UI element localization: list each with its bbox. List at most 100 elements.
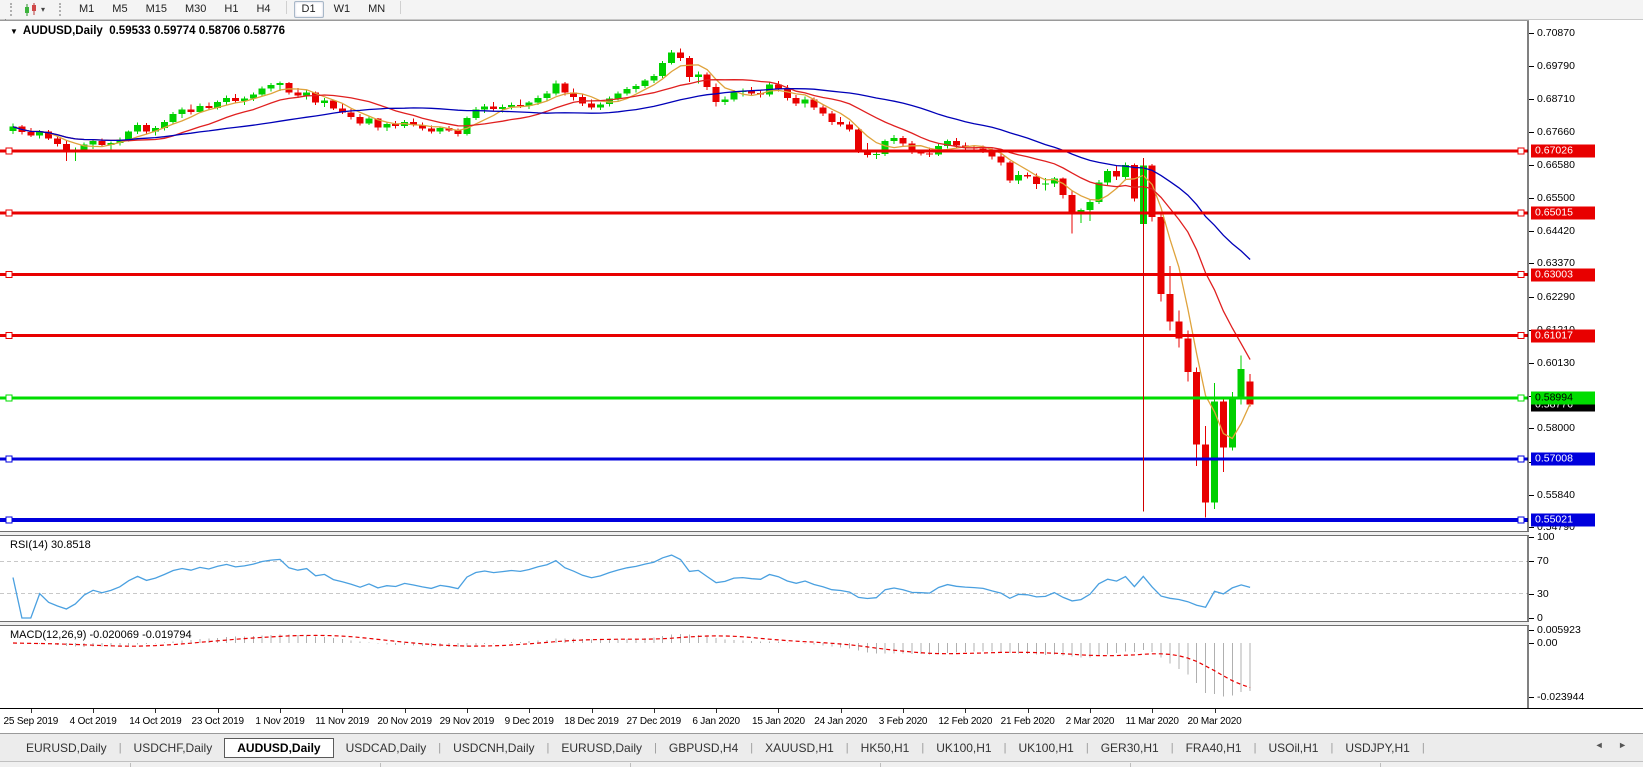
axis-tick — [1529, 537, 1534, 538]
price-tick-label: 0.63370 — [1537, 257, 1575, 270]
date-tick-label: 23 Oct 2019 — [191, 716, 244, 727]
chart-tab-gbpusd-h4[interactable]: GBPUSD,H4 — [668, 740, 739, 755]
rsi-tick-label: 70 — [1537, 555, 1549, 568]
chart-ohlc-values: 0.59533 0.59774 0.58706 0.58776 — [109, 25, 286, 37]
horizontal-scrollbar[interactable] — [0, 761, 1643, 767]
symbol-dropdown-icon[interactable]: ▼ — [10, 27, 18, 36]
timeframe-button-m1[interactable]: M1 — [79, 3, 95, 15]
price-tick-label: 0.69790 — [1537, 60, 1575, 73]
macd-canvas[interactable] — [0, 626, 1529, 708]
timeframe-button-m30[interactable]: M30 — [184, 3, 207, 15]
line-handle-icon — [1517, 147, 1525, 155]
axis-tick — [1529, 561, 1534, 563]
timeframe-button-h1[interactable]: H1 — [224, 3, 239, 15]
panel-splitter-macd[interactable] — [0, 621, 1643, 626]
timeframe-buttons: M1 M5 M15 M30 H1 H4 D1 W1 MN — [70, 1, 407, 18]
axis-tick — [1529, 618, 1534, 619]
chart-tab-uk100-h1[interactable]: UK100,H1 — [936, 740, 992, 755]
price-tick-label: 0.66580 — [1537, 158, 1575, 171]
toolbar-grip[interactable] — [10, 3, 15, 16]
tab-separator: | — [118, 741, 122, 754]
rsi-canvas[interactable] — [0, 536, 1529, 621]
chart-tab-hk50-h1[interactable]: HK50,H1 — [860, 740, 910, 755]
axis-tick — [1529, 526, 1534, 528]
chart-tab-usdcnh-daily[interactable]: USDCNH,Daily — [453, 740, 535, 755]
line-handle-icon — [1517, 209, 1525, 217]
macd-panel[interactable] — [0, 626, 1529, 708]
chart-title: ▼ AUDUSD,Daily 0.59533 0.59774 0.58706 0.… — [10, 25, 285, 37]
timeframe-button-mn[interactable]: MN — [368, 3, 386, 15]
date-axis[interactable]: 25 Sep 2019 4 Oct 2019 14 Oct 2019 23 Oct 2… — [0, 708, 1643, 733]
date-tick-label: 20 Mar 2020 — [1187, 716, 1242, 727]
axis-tick — [1529, 33, 1534, 34]
line-handle-icon — [5, 147, 13, 155]
date-tick — [1214, 709, 1216, 713]
tab-separator: | — [1330, 741, 1334, 754]
axis-tick — [1529, 131, 1534, 133]
scrollbar-notch — [380, 763, 381, 767]
timeframe-button-m15[interactable]: M15 — [145, 3, 167, 15]
timeframe-button-w1[interactable]: W1 — [333, 3, 351, 15]
rsi-indicator-label: RSI(14) 30.8518 — [10, 539, 91, 551]
line-handle-icon — [1517, 271, 1525, 279]
price-tick-label: 0.65500 — [1537, 191, 1575, 204]
rsi-panel[interactable] — [0, 536, 1529, 621]
price-tick-label: 0.67660 — [1537, 125, 1575, 138]
date-tick — [840, 709, 842, 713]
line-handle-icon — [1517, 332, 1525, 340]
macd-tick-label: -0.023944 — [1537, 690, 1585, 703]
axis-tick — [1529, 164, 1534, 166]
moving-average-30 — [12, 88, 1251, 260]
chart-tab-eurusd-daily[interactable]: EURUSD,Daily — [26, 740, 107, 755]
chart-tab-audusd-daily[interactable]: AUDUSD,Daily — [224, 737, 334, 758]
level-price-badge: 0.63003 — [1531, 268, 1595, 282]
price-chart-panel[interactable] — [0, 20, 1529, 531]
chart-tab-uk100-h1[interactable]: UK100,H1 — [1018, 740, 1074, 755]
date-tick-label: 18 Dec 2019 — [564, 716, 619, 727]
chart-tab-eurusd-daily[interactable]: EURUSD,Daily — [561, 740, 643, 755]
date-tick-label: 3 Feb 2020 — [878, 716, 928, 727]
tab-separator: | — [1421, 741, 1425, 754]
chart-tab-usdchf-daily[interactable]: USDCHF,Daily — [133, 740, 213, 755]
price-axis[interactable]: 0.70870 0.69790 0.68710 0.67660 0.66580 0.655… — [1529, 20, 1643, 708]
panel-splitter-rsi[interactable] — [0, 531, 1643, 536]
chart-tab-usoil-h1[interactable]: USOil,H1 — [1268, 740, 1319, 755]
chart-type-dropdown-caret-icon[interactable]: ▾ — [41, 5, 46, 14]
date-tick — [965, 709, 967, 713]
scrollbar-notch — [1380, 763, 1381, 767]
tab-separator: | — [1003, 741, 1007, 754]
rsi-tick-label: 0 — [1537, 612, 1543, 624]
tab-scroll-arrows[interactable]: ◄ ► — [1594, 740, 1633, 750]
axis-tick — [1529, 197, 1534, 199]
price-tick-label: 0.55840 — [1537, 488, 1575, 501]
date-tick — [1027, 709, 1029, 713]
candlestick-chart-icon[interactable] — [23, 2, 39, 17]
macd-tick-label: 0.005923 — [1537, 623, 1581, 636]
timeframe-button-d1[interactable]: D1 — [293, 1, 324, 18]
axis-tick — [1529, 231, 1534, 233]
date-tick-label: 11 Mar 2020 — [1125, 716, 1179, 727]
moving-average-13 — [12, 79, 1251, 360]
chart-tab-ger30-h1[interactable]: GER30,H1 — [1100, 740, 1159, 755]
tab-separator: | — [438, 741, 442, 754]
timeframe-toolbar: ▾ M1 M5 M15 M30 H1 H4 D1 W1 MN — [0, 0, 1643, 20]
timeframe-button-m5[interactable]: M5 — [112, 3, 128, 15]
tab-separator: | — [546, 741, 550, 754]
toolbar-separator — [285, 1, 287, 14]
timeframe-button-h4[interactable]: H4 — [256, 3, 271, 15]
axis-tick — [1529, 296, 1534, 298]
chart-tab-usdcad-daily[interactable]: USDCAD,Daily — [345, 740, 427, 755]
chart-tab-xauusd-h1[interactable]: XAUUSD,H1 — [765, 740, 834, 755]
date-tick — [778, 709, 780, 713]
chart-tab-usdjpy-h1[interactable]: USDJPY,H1 — [1345, 740, 1410, 755]
axis-tick — [1529, 494, 1534, 496]
date-tick — [1089, 709, 1091, 713]
date-tick — [30, 709, 32, 713]
line-handle-icon — [1517, 455, 1525, 463]
date-tick-label: 9 Dec 2019 — [504, 716, 554, 727]
axis-tick — [1529, 362, 1534, 364]
tab-separator: | — [1085, 741, 1089, 754]
axis-tick — [1529, 696, 1534, 698]
chart-tab-fra40-h1[interactable]: FRA40,H1 — [1185, 740, 1242, 755]
main-chart-canvas[interactable] — [0, 20, 1529, 531]
